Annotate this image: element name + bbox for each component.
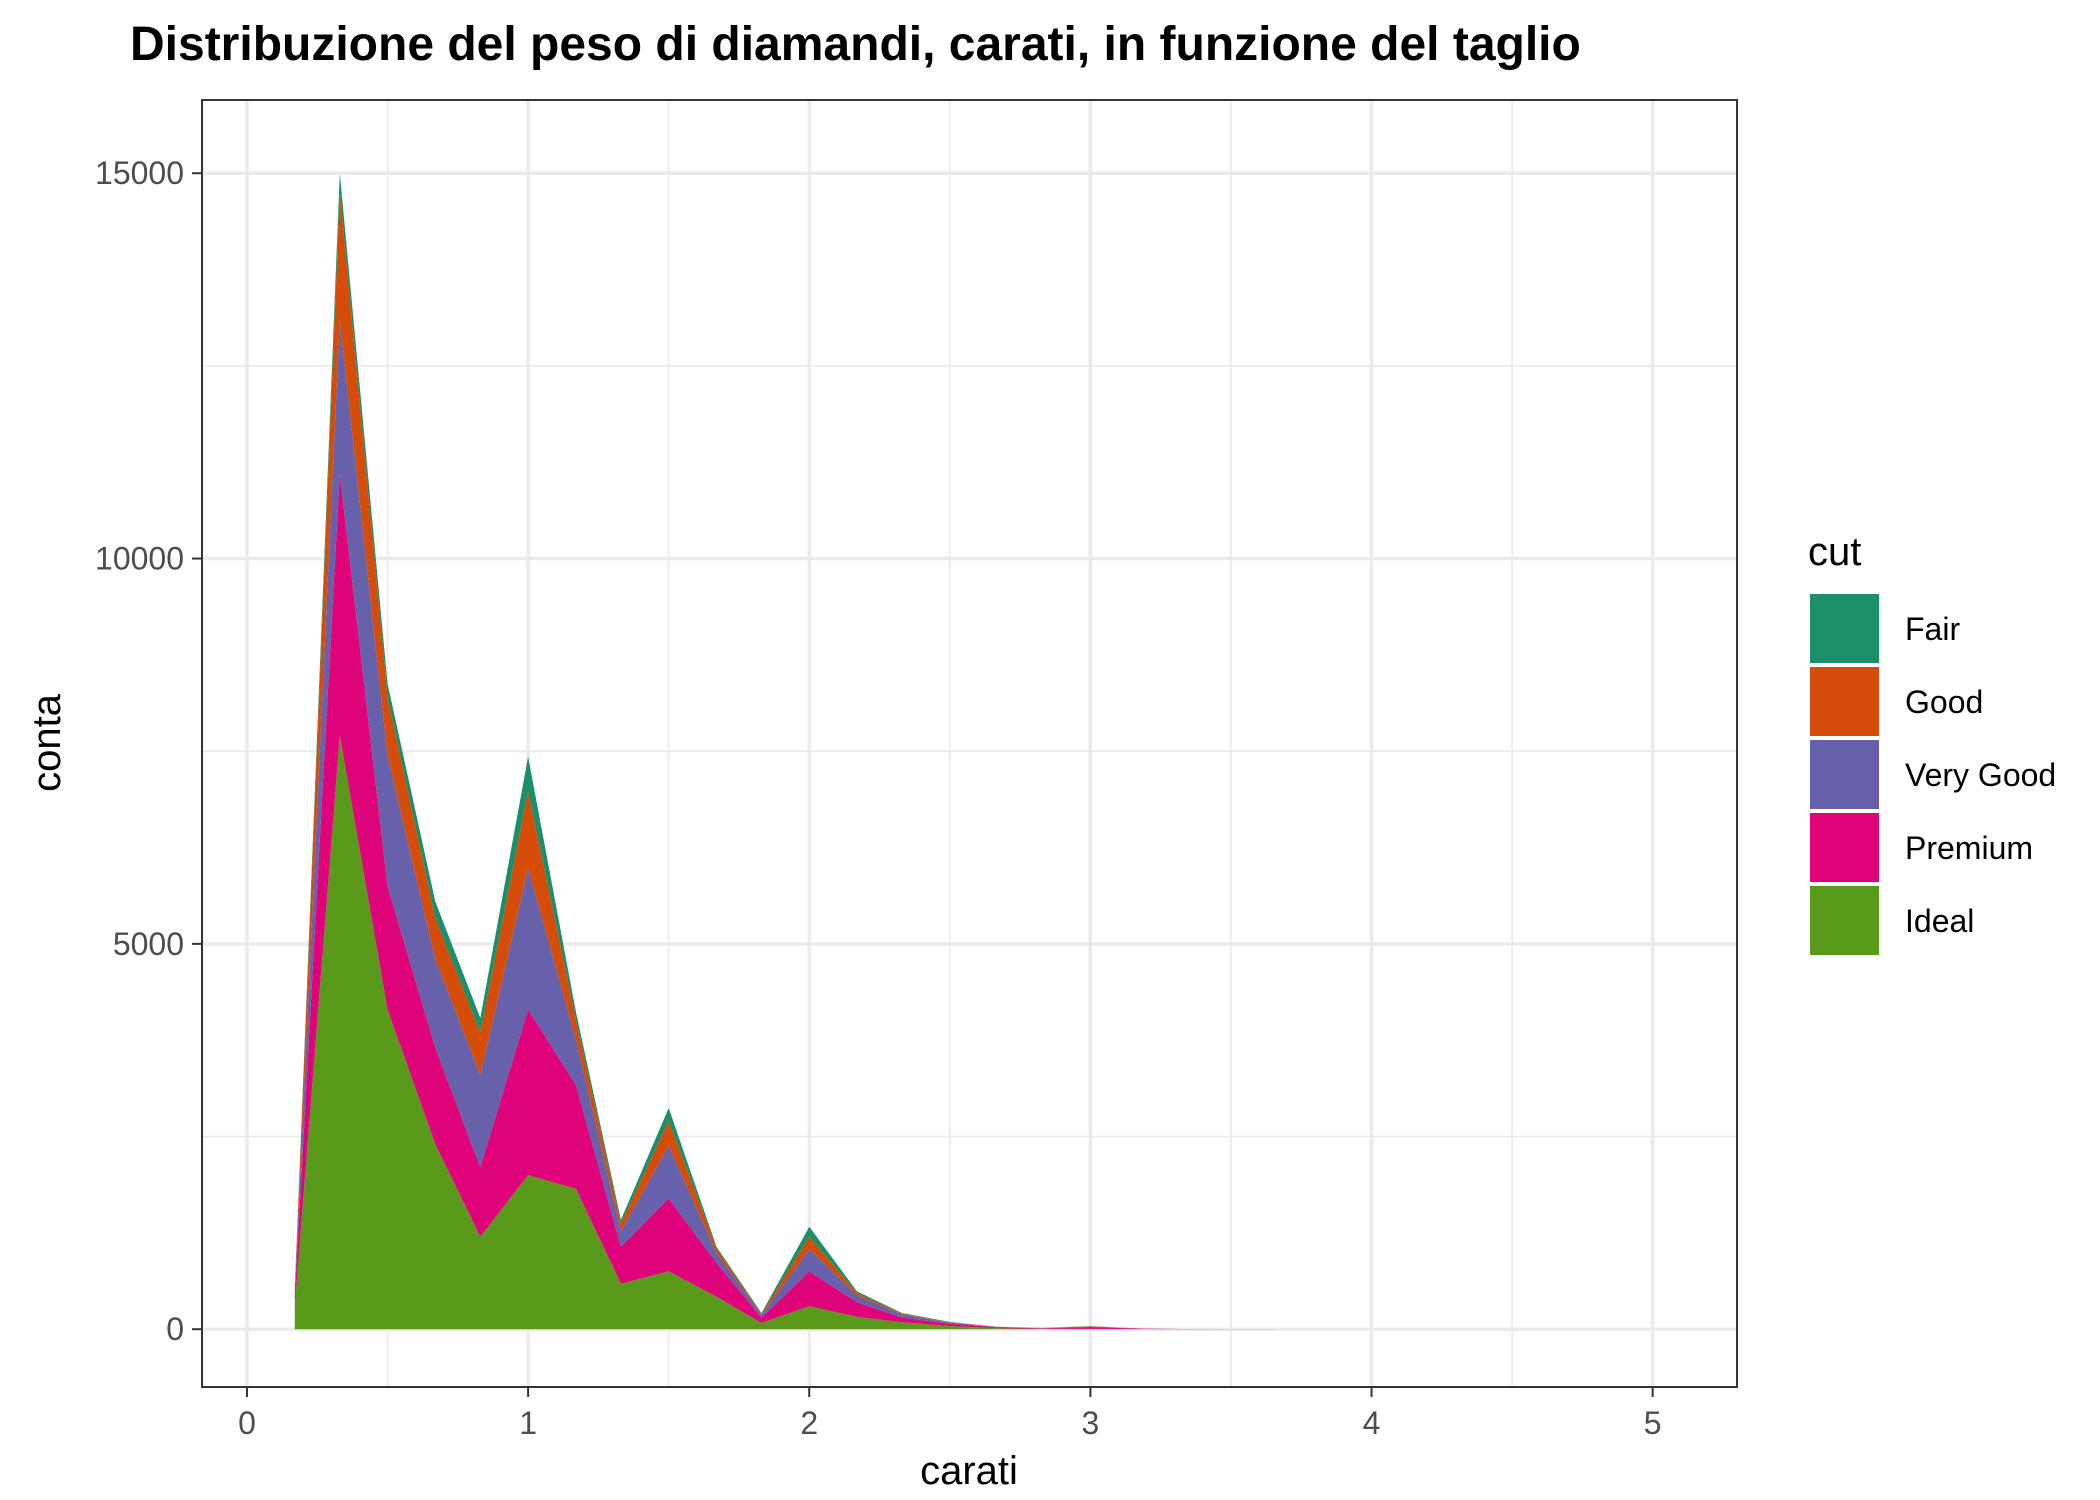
- legend-key-very-good: [1810, 740, 1879, 809]
- legend-label: Premium: [1905, 830, 2033, 866]
- x-tick-label: 0: [238, 1405, 256, 1441]
- y-tick-label: 15000: [95, 155, 184, 191]
- stacked-areas: [294, 173, 1653, 1330]
- legend: cut Fair Good Very Good Premium Ideal: [1808, 530, 2056, 955]
- x-axis-title: carati: [920, 1449, 1018, 1493]
- legend-label: Ideal: [1905, 903, 1974, 939]
- legend-label: Good: [1905, 684, 1983, 720]
- y-axis-title: conta: [25, 693, 69, 792]
- x-tick-label: 4: [1363, 1405, 1381, 1441]
- x-tick-label: 1: [519, 1405, 537, 1441]
- y-tick-label: 10000: [95, 541, 184, 577]
- area-ideal: [294, 735, 1653, 1330]
- legend-key-premium: [1810, 813, 1879, 882]
- x-tick-label: 5: [1644, 1405, 1662, 1441]
- legend-key-fair: [1810, 594, 1879, 663]
- x-axis: 0 1 2 3 4 5: [238, 1387, 1662, 1441]
- legend-key-ideal: [1810, 886, 1879, 955]
- x-tick-label: 3: [1081, 1405, 1099, 1441]
- y-axis: 0 5000 10000 15000: [95, 155, 202, 1347]
- legend-label: Very Good: [1905, 757, 2056, 793]
- legend-title: cut: [1808, 530, 1861, 574]
- y-tick-label: 0: [166, 1311, 184, 1347]
- grid: [202, 100, 1737, 1387]
- legend-label: Fair: [1905, 611, 1960, 647]
- x-tick-label: 2: [800, 1405, 818, 1441]
- plot-border: [201, 99, 1738, 1388]
- legend-key-good: [1810, 667, 1879, 736]
- chart-title: Distribuzione del peso di diamandi, cara…: [130, 18, 1581, 71]
- y-tick-label: 5000: [113, 926, 184, 962]
